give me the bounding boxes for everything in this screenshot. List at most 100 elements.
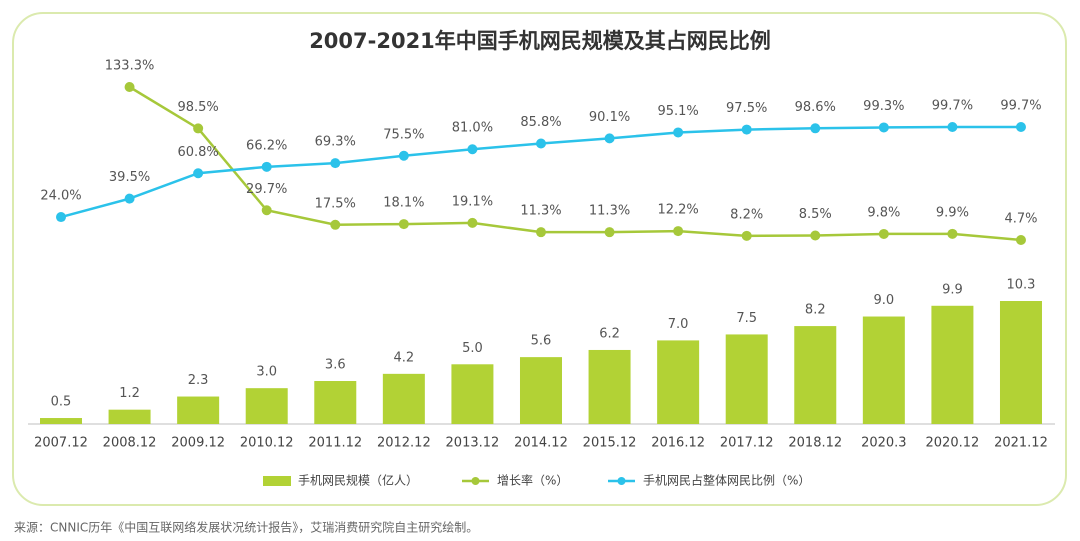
- chart-title: 2007-2021年中国手机网民规模及其占网民比例: [309, 29, 771, 53]
- data-label: 2.3: [188, 373, 209, 388]
- data-label: 4.7%: [1004, 212, 1037, 227]
- point: [535, 227, 546, 238]
- x-tick-label: 2017.12: [720, 436, 774, 451]
- x-tick-label: 2016.12: [651, 436, 705, 451]
- bar: [519, 357, 562, 424]
- legend-swatch: [471, 477, 480, 485]
- data-label: 90.1%: [589, 110, 630, 125]
- data-label: 98.5%: [177, 100, 218, 115]
- data-label: 75.5%: [383, 127, 424, 142]
- bar: [108, 409, 151, 424]
- point: [1015, 121, 1026, 132]
- point: [673, 127, 684, 138]
- data-label: 3.0: [256, 365, 277, 380]
- legend-swatch: [617, 477, 626, 485]
- data-label: 85.8%: [520, 115, 561, 130]
- data-label: 9.9%: [936, 205, 969, 220]
- data-label: 7.0: [668, 317, 689, 332]
- x-tick-label: 2012.12: [377, 436, 431, 451]
- line: [128, 85, 1022, 242]
- source-note: 来源：CNNIC历年《中国互联网络发展状况统计报告》，艾瑞消费研究院自主研究绘制…: [14, 520, 478, 535]
- bar: [588, 349, 631, 424]
- x-tick-label: 2013.12: [446, 436, 500, 451]
- bar: [931, 305, 974, 424]
- data-label: 99.7%: [1000, 98, 1041, 113]
- data-label: 133.3%: [105, 59, 155, 74]
- data-label: 9.9: [942, 282, 963, 297]
- data-label: 8.2: [805, 303, 826, 318]
- data-label: 99.7%: [932, 98, 973, 113]
- legend-swatch: [263, 476, 291, 486]
- data-label: 5.0: [462, 341, 483, 356]
- point: [124, 82, 135, 92]
- bar: [314, 381, 357, 424]
- point: [330, 158, 341, 169]
- x-tick-label: 2008.12: [103, 436, 157, 451]
- data-label: 24.0%: [40, 189, 81, 204]
- data-label: 10.3: [1007, 278, 1036, 293]
- x-tick-label: 2011.12: [308, 436, 362, 451]
- data-label: 66.2%: [246, 138, 287, 153]
- point: [535, 138, 546, 149]
- point: [56, 212, 66, 223]
- data-label: 60.8%: [177, 145, 218, 160]
- x-tick-label: 2014.12: [514, 436, 568, 451]
- bar: [794, 326, 837, 424]
- data-label: 1.2: [119, 386, 140, 401]
- data-label: 6.2: [599, 326, 620, 341]
- point: [124, 193, 135, 204]
- point: [330, 219, 341, 230]
- data-label: 5.6: [531, 334, 552, 349]
- point: [261, 205, 272, 216]
- bar: [382, 373, 425, 424]
- point: [193, 123, 204, 134]
- data-label: 17.5%: [315, 196, 356, 211]
- data-label: 81.0%: [452, 121, 493, 136]
- data-label: 11.3%: [520, 204, 561, 219]
- data-label: 12.2%: [657, 203, 698, 218]
- bar: [999, 301, 1042, 424]
- x-tick-label: 2010.12: [240, 436, 294, 451]
- bar: [177, 396, 220, 424]
- data-label: 19.1%: [452, 194, 493, 209]
- point: [261, 161, 272, 172]
- point: [947, 228, 958, 239]
- point: [1015, 235, 1026, 246]
- point: [878, 228, 889, 239]
- data-label: 29.7%: [246, 182, 287, 197]
- legend-label: 手机网民占整体网民比例（%）: [643, 473, 810, 488]
- data-label: 11.3%: [589, 204, 630, 219]
- x-tick-label: 2020.3: [861, 436, 907, 451]
- legend-label: 手机网民规模（亿人）: [298, 473, 418, 488]
- data-label: 99.3%: [863, 99, 904, 114]
- x-tick-label: 2021.12: [994, 436, 1048, 451]
- point: [673, 226, 684, 237]
- x-tick-label: 2018.12: [788, 436, 842, 451]
- x-tick-label: 2007.12: [34, 436, 88, 451]
- point: [467, 217, 478, 228]
- point: [810, 230, 821, 241]
- data-label: 0.5: [51, 395, 72, 410]
- bar: [862, 316, 905, 424]
- data-label: 3.6: [325, 358, 346, 373]
- point: [810, 123, 821, 134]
- data-label: 98.6%: [795, 100, 836, 115]
- point: [947, 121, 958, 132]
- point: [741, 230, 752, 241]
- point: [193, 168, 204, 179]
- point: [741, 124, 752, 135]
- data-label: 8.5%: [799, 207, 832, 222]
- point: [604, 133, 615, 144]
- data-label: 97.5%: [726, 101, 767, 116]
- bar: [40, 418, 82, 424]
- data-label: 4.2: [394, 350, 415, 365]
- bar: [657, 340, 700, 424]
- x-tick-label: 2015.12: [583, 436, 637, 451]
- data-label: 95.1%: [657, 104, 698, 119]
- data-label: 39.5%: [109, 170, 150, 185]
- point: [467, 144, 478, 155]
- point: [398, 150, 409, 161]
- bar: [451, 364, 494, 424]
- data-label: 69.3%: [315, 135, 356, 150]
